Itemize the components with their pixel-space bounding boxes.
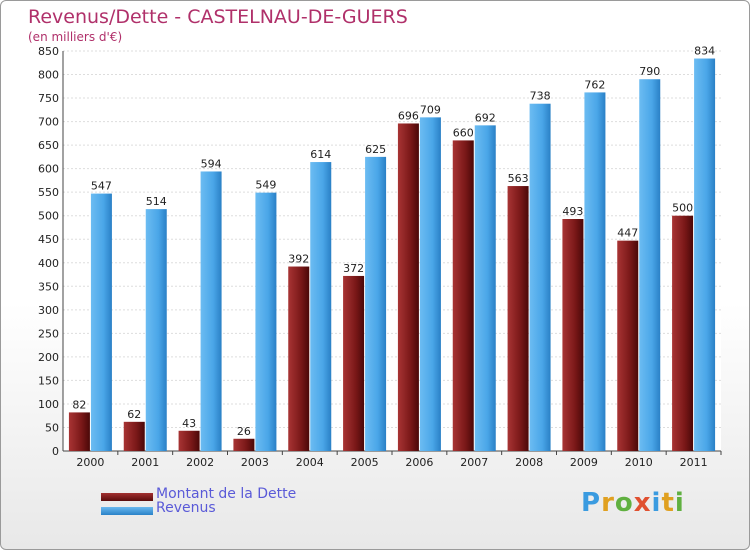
bar-revenus	[90, 193, 112, 451]
legend-label-dette: Montant de la Dette	[156, 486, 297, 502]
x-tick-label: 2003	[241, 456, 269, 469]
x-tick-label: 2011	[680, 456, 708, 469]
x-tick-label: 2008	[515, 456, 543, 469]
x-tick-label: 2004	[296, 456, 324, 469]
y-tick-label: 600	[38, 163, 59, 176]
y-tick-label: 100	[38, 398, 59, 411]
x-tick-label: 2005	[351, 456, 379, 469]
bar-dette	[123, 421, 145, 451]
bar-revenus	[639, 79, 661, 451]
x-tick-label: 2002	[186, 456, 214, 469]
legend-swatch-revenus	[101, 507, 153, 515]
data-label-dette: 82	[72, 398, 86, 411]
data-label-dette: 493	[562, 205, 583, 218]
data-label-revenus: 738	[530, 90, 551, 103]
data-label-dette: 447	[617, 227, 638, 240]
x-tick-label: 2001	[131, 456, 159, 469]
y-tick-label: 50	[45, 421, 59, 434]
bar-dette	[68, 412, 90, 451]
y-tick-label: 350	[38, 280, 59, 293]
data-label-dette: 696	[398, 109, 419, 122]
data-label-revenus: 790	[639, 65, 660, 78]
y-tick-label: 150	[38, 374, 59, 387]
data-label-dette: 660	[453, 126, 474, 139]
data-label-revenus: 549	[255, 179, 276, 192]
data-label-dette: 26	[237, 425, 251, 438]
y-tick-label: 250	[38, 327, 59, 340]
data-label-dette: 372	[343, 262, 364, 275]
bar-revenus	[694, 58, 716, 451]
bar-dette	[233, 438, 255, 451]
bar-dette	[397, 123, 419, 452]
y-tick-label: 850	[38, 45, 59, 58]
data-label-revenus: 762	[584, 78, 605, 91]
y-tick-label: 700	[38, 116, 59, 129]
x-tick-label: 2006	[405, 456, 433, 469]
bar-revenus	[529, 103, 551, 452]
bar-dette	[672, 215, 694, 451]
y-tick-label: 300	[38, 304, 59, 317]
data-label-revenus: 692	[475, 111, 496, 124]
y-tick-label: 800	[38, 69, 59, 82]
chart-title: Revenus/Dette - CASTELNAU-DE-GUERS	[28, 6, 408, 28]
data-label-revenus: 614	[310, 148, 331, 161]
bar-dette	[288, 266, 310, 451]
y-tick-label: 500	[38, 210, 59, 223]
data-label-revenus: 625	[365, 143, 386, 156]
legend-label-revenus: Revenus	[156, 500, 216, 516]
y-tick-label: 450	[38, 233, 59, 246]
data-label-dette: 392	[288, 253, 309, 266]
y-tick-label: 0	[52, 445, 59, 458]
bar-revenus	[145, 209, 167, 451]
data-label-dette: 500	[672, 202, 693, 215]
y-tick-label: 400	[38, 257, 59, 270]
x-tick-label: 2000	[76, 456, 104, 469]
bar-dette	[562, 219, 584, 451]
data-label-revenus: 709	[420, 103, 441, 116]
bar-revenus	[419, 117, 441, 452]
y-tick-label: 750	[38, 92, 59, 105]
legend-swatch-dette	[101, 493, 153, 501]
bar-revenus	[474, 125, 496, 452]
data-label-dette: 563	[508, 172, 529, 185]
y-tick-label: 200	[38, 351, 59, 364]
chart-subtitle: (en milliers d'€)	[28, 30, 123, 44]
x-tick-label: 2007	[460, 456, 488, 469]
bar-dette	[343, 275, 365, 451]
bar-revenus	[255, 192, 277, 451]
bar-revenus	[365, 156, 387, 451]
bar-dette	[178, 430, 200, 451]
x-tick-label: 2009	[570, 456, 598, 469]
data-label-dette: 62	[127, 408, 141, 421]
plot-area	[63, 51, 721, 451]
data-label-revenus: 514	[146, 195, 167, 208]
bar-dette	[452, 140, 474, 452]
bar-dette	[617, 240, 639, 451]
y-tick-label: 650	[38, 139, 59, 152]
data-label-revenus: 547	[91, 180, 112, 193]
proxiti-logo: Proxiti	[581, 488, 685, 518]
bar-revenus	[584, 92, 606, 451]
y-tick-label: 550	[38, 186, 59, 199]
data-label-revenus: 594	[201, 157, 222, 170]
bar-revenus	[310, 162, 332, 451]
bar-revenus	[200, 171, 222, 451]
data-label-revenus: 834	[694, 45, 715, 58]
x-tick-label: 2010	[625, 456, 653, 469]
data-label-dette: 43	[182, 417, 196, 430]
bar-dette	[507, 186, 529, 451]
